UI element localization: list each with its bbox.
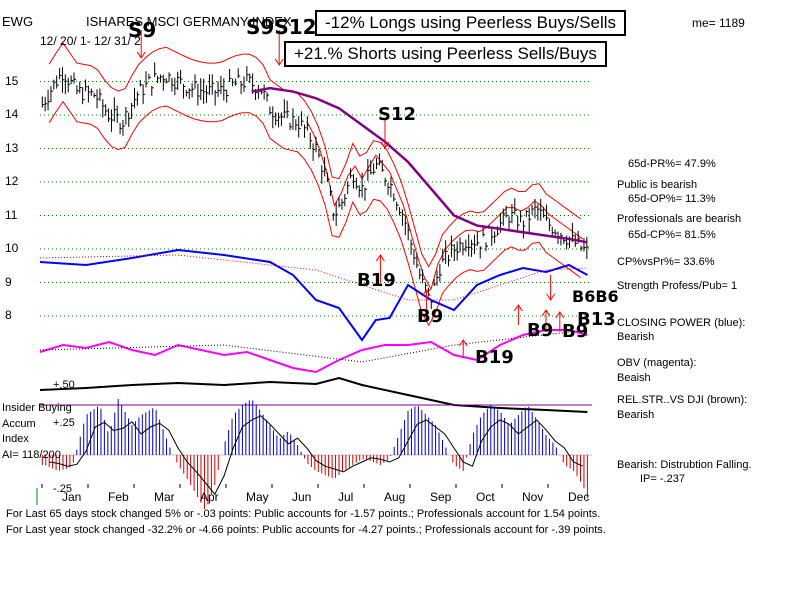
strength-value: Strength Profess/Pub= 1 — [617, 280, 738, 292]
longs-box: -12% Longs using Peerless Buys/Sells — [315, 10, 627, 36]
fund-name: ISHARES MSCI GERMANY INDEX — [86, 14, 292, 29]
relstr-label: REL.STR..VS DJI (brown): — [617, 394, 748, 406]
y-tick-label: 14 — [5, 107, 19, 121]
signal-b19-low: B19 — [475, 347, 514, 368]
y-tick-label: 15 — [5, 73, 19, 88]
grid-lines — [40, 81, 592, 317]
month-label: Sep — [430, 490, 452, 504]
cp-ma-dotted — [39, 254, 588, 301]
volume-label: me= 1189 — [692, 16, 745, 30]
closing-power-label: CLOSING POWER (blue): — [617, 317, 746, 329]
ip-value: IP= -.237 — [640, 473, 685, 485]
arrow-head — [380, 141, 390, 149]
signal-s9s12: S9S12 — [246, 15, 317, 39]
month-label: Jul — [338, 490, 354, 504]
ticker: EWG — [2, 14, 34, 29]
date-range: 12/ 20/ 1- 12/ 31/ 2 — [40, 34, 141, 48]
accum-status: Bearish: Distrubtion Falling. — [617, 459, 752, 471]
month-label: Jun — [292, 490, 312, 504]
relstr-line — [39, 376, 588, 413]
cpvspr-value: CP%vsPr%= 33.6% — [617, 256, 715, 268]
month-label: Mar — [154, 490, 175, 504]
obv-value: Beaish — [617, 372, 651, 384]
signal-arrows — [136, 30, 565, 358]
arrow-head — [274, 58, 284, 66]
y-tick-label: 10 — [5, 241, 19, 255]
month-label: Aug — [384, 490, 406, 504]
lower-band — [48, 100, 581, 327]
arrow-head — [375, 254, 385, 262]
pro-status: Professionals are bearish — [617, 213, 742, 225]
upper-band — [48, 42, 581, 268]
cp-value: 65d-CP%= 81.5% — [628, 229, 716, 241]
month-label: Apr — [200, 490, 219, 504]
arrow-head — [541, 309, 551, 317]
signal-b9-nov: B9 — [527, 320, 554, 341]
y-tick-label: 8 — [5, 308, 12, 322]
accum-tick-plus50: +.50 — [53, 379, 75, 391]
volatility-bands — [48, 42, 584, 327]
arrow-head — [555, 311, 565, 319]
signal-s12: S12 — [378, 104, 417, 125]
moving-average — [251, 86, 588, 244]
y-tick-label: 9 — [5, 274, 12, 289]
month-label: Jan — [62, 490, 82, 504]
obv-label: OBV (magenta): — [617, 357, 697, 369]
arrow-head — [513, 304, 523, 312]
closing-power-value: Bearish — [617, 331, 655, 343]
signal-b13: B13 — [577, 309, 616, 330]
arrow-head — [421, 289, 431, 297]
footer-line-2: For Last year stock changed -32.2% or -4… — [6, 524, 606, 536]
accum-ma-line — [49, 415, 584, 496]
signal-b19-mid: B19 — [357, 270, 396, 291]
public-status: Public is bearish — [617, 179, 698, 191]
moving-average-line — [251, 86, 588, 244]
month-label: Dec — [568, 490, 590, 504]
signal-b9-dec: B9 — [562, 321, 589, 342]
index-label: Index — [2, 433, 29, 445]
arrow-head — [136, 51, 146, 59]
pr-value: 65d-PR%= 47.9% — [628, 158, 716, 170]
arrow-head — [458, 339, 468, 347]
y-tick-label: 11 — [5, 207, 18, 222]
inner-band — [306, 121, 584, 291]
month-label: May — [246, 490, 269, 504]
insider-label: Insider Buying — [2, 402, 72, 414]
signal-s9: S9 — [128, 18, 157, 42]
ai-value: AI= 118/200 — [2, 449, 61, 461]
y-tick-label: 13 — [5, 140, 19, 155]
month-label: Feb — [108, 490, 129, 504]
closing-power-line — [39, 248, 588, 342]
arrow-head — [546, 293, 556, 301]
indicators — [39, 248, 588, 413]
accum-tick-plus25: +.25 — [53, 417, 75, 429]
accumulation-index — [40, 399, 592, 509]
footer-line-1: For Last 65 days stock changed 5% or -.0… — [6, 508, 601, 520]
op-value: 65d-OP%= 11.3% — [628, 193, 716, 205]
signal-b9-oct: B9 — [417, 306, 444, 327]
month-label: Oct — [476, 490, 495, 504]
accum-label: Accum — [2, 418, 36, 430]
shorts-box: +21.% Shorts using Peerless Sells/Buys — [284, 41, 607, 67]
axes — [36, 484, 549, 505]
month-label: Nov — [522, 490, 544, 504]
price-bars — [41, 62, 589, 309]
obv-line — [39, 329, 588, 374]
relstr-value: Bearish — [617, 409, 655, 421]
signal-b6b6: B6B6 — [572, 287, 619, 306]
y-tick-label: 12 — [5, 174, 19, 188]
accum-tick-minus25: -.25 — [53, 483, 72, 495]
